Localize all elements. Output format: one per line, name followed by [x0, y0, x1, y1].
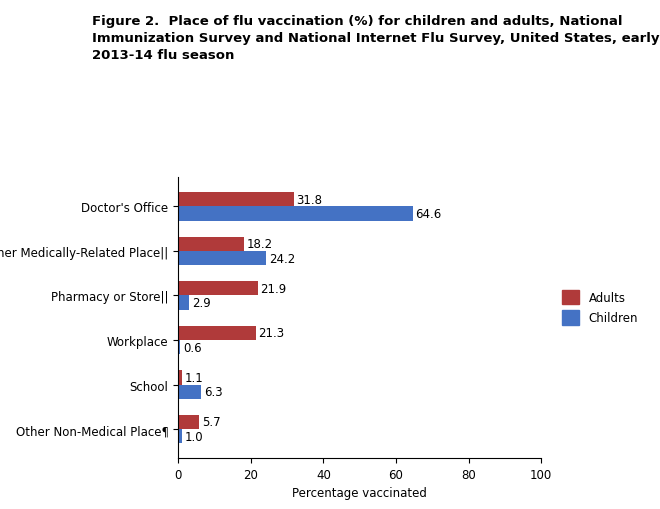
Text: 64.6: 64.6: [416, 208, 442, 220]
Text: 24.2: 24.2: [269, 252, 295, 265]
Text: Figure 2.  Place of flu vaccination (%) for children and adults, National
Immuni: Figure 2. Place of flu vaccination (%) f…: [92, 15, 660, 62]
Text: 21.3: 21.3: [259, 327, 284, 340]
Bar: [178, 281, 257, 296]
Text: 2.9: 2.9: [191, 297, 211, 309]
Text: 21.9: 21.9: [261, 282, 287, 295]
Legend: Adults, Children: Adults, Children: [562, 291, 638, 325]
Bar: [178, 415, 199, 429]
Bar: [178, 207, 412, 221]
X-axis label: Percentage vaccinated: Percentage vaccinated: [292, 486, 427, 499]
Text: 5.7: 5.7: [202, 416, 220, 429]
Text: 31.8: 31.8: [296, 193, 323, 207]
Text: 18.2: 18.2: [247, 238, 273, 251]
Bar: [178, 371, 182, 385]
Text: 6.3: 6.3: [204, 385, 222, 399]
Bar: [178, 296, 189, 310]
Bar: [178, 326, 255, 341]
Bar: [178, 193, 294, 207]
Text: 1.1: 1.1: [185, 371, 204, 384]
Bar: [178, 385, 201, 399]
Bar: [178, 237, 244, 251]
Text: 1.0: 1.0: [185, 430, 203, 443]
Text: 0.6: 0.6: [183, 341, 202, 354]
Bar: [178, 429, 182, 443]
Bar: [178, 251, 266, 266]
Bar: [178, 341, 180, 355]
